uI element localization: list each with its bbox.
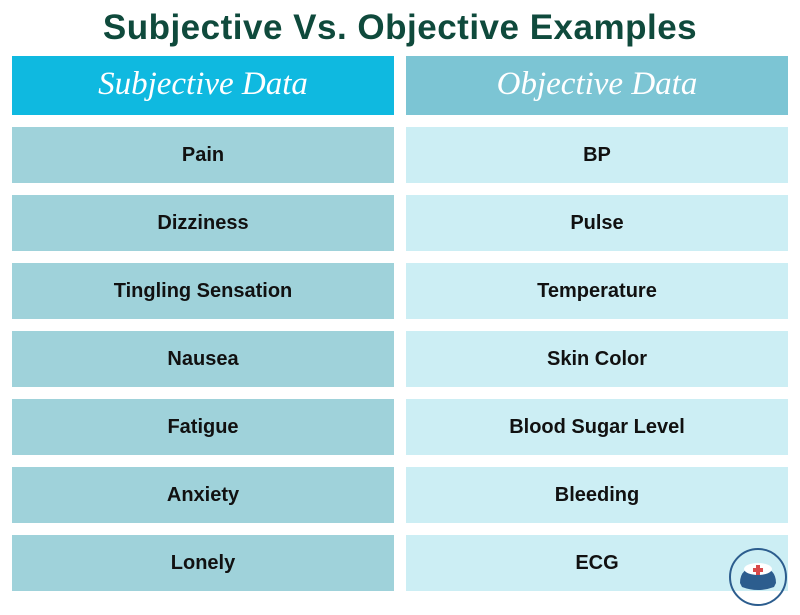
table-cell: Tingling Sensation: [12, 263, 394, 319]
table-cell: Bleeding: [406, 467, 788, 523]
table-cell: Nausea: [12, 331, 394, 387]
table-cell: Fatigue: [12, 399, 394, 455]
table-cell: Pain: [12, 127, 394, 183]
comparison-table: Subjective Vs. Objective Examples Subjec…: [0, 0, 800, 599]
table-cell: Pulse: [406, 195, 788, 251]
table-grid: Subjective Data Objective Data Pain BP D…: [12, 56, 788, 591]
table-cell: Skin Color: [406, 331, 788, 387]
table-cell: Lonely: [12, 535, 394, 591]
table-cell: Blood Sugar Level: [406, 399, 788, 455]
table-cell: BP: [406, 127, 788, 183]
column-header-objective: Objective Data: [406, 56, 788, 115]
column-header-subjective: Subjective Data: [12, 56, 394, 115]
nurse-cap-icon: [728, 547, 788, 607]
table-cell: Dizziness: [12, 195, 394, 251]
table-cell: Temperature: [406, 263, 788, 319]
table-cell: Anxiety: [12, 467, 394, 523]
page-title: Subjective Vs. Objective Examples: [12, 8, 788, 48]
